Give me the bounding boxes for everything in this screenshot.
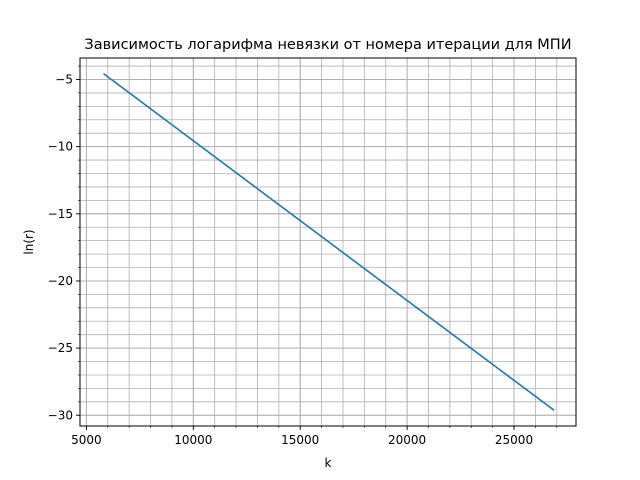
series-layer (103, 73, 555, 411)
x-tick-label: 5000 (71, 433, 102, 447)
chart-title: Зависимость логарифма невязки от номера … (84, 37, 571, 53)
x-tick-label: 15000 (281, 433, 319, 447)
y-tick-label: −20 (48, 274, 73, 288)
series-line (103, 73, 555, 411)
x-axis-label: k (325, 456, 332, 470)
y-tick-label: −10 (48, 140, 73, 154)
x-axis: 5000 10000 15000 20000 25000 (71, 426, 558, 447)
plot-frame (79, 57, 577, 427)
x-tick-label: 20000 (388, 433, 426, 447)
y-tick-label: −15 (48, 207, 73, 221)
y-tick-label: −5 (55, 72, 73, 86)
y-tick-label: −25 (48, 341, 73, 355)
grid (80, 58, 576, 426)
y-axis-label: ln(r) (22, 229, 36, 254)
y-tick-label: −30 (48, 408, 73, 422)
y-axis: −5 −10 −15 −20 −25 −30 (48, 65, 80, 422)
x-tick-label: 10000 (174, 433, 212, 447)
x-tick-label: 25000 (495, 433, 533, 447)
